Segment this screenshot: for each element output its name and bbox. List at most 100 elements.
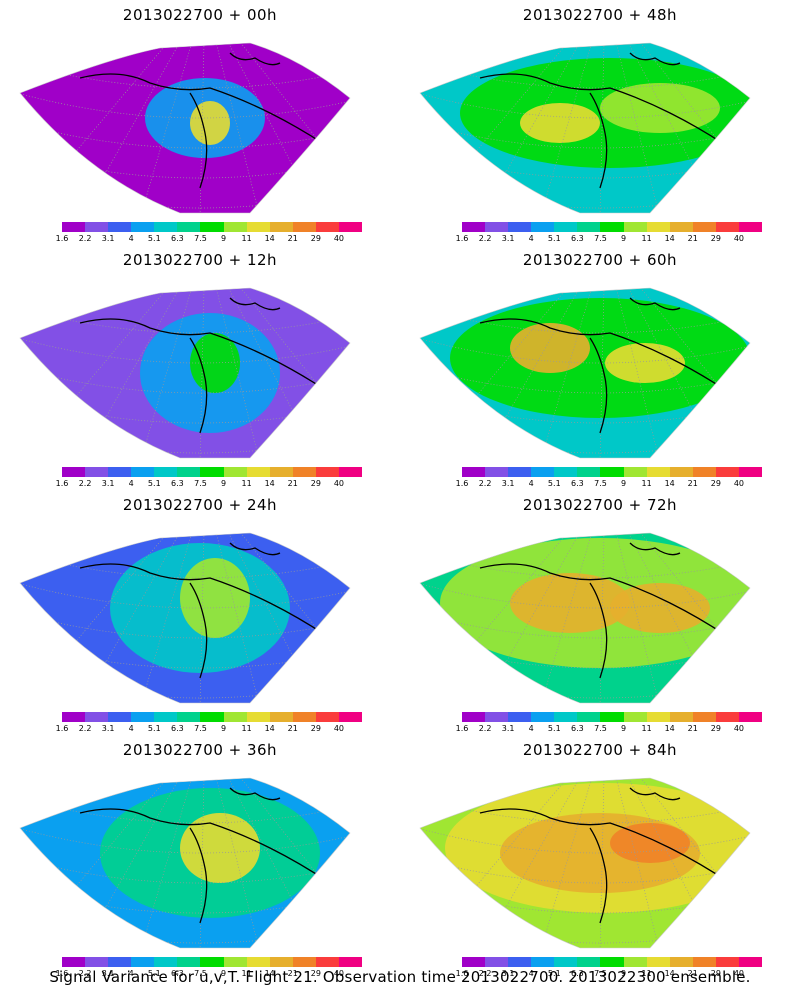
panel-title: 2013022700 + 72h — [522, 496, 678, 514]
forecast-panel: 2013022700 + 72h 1.6 2.2 3.1 4 5.1 6.3 7.5 9 11 14… — [400, 490, 800, 735]
colorbar-segment — [315, 222, 340, 232]
map-outline — [419, 287, 751, 459]
colorbar-tick-label: 29 — [310, 234, 321, 243]
colorbar-tick-label: 3.1 — [501, 234, 515, 243]
colorbar-tick-label: 9 — [220, 479, 227, 488]
colorbar-tick-label: 3.1 — [501, 724, 515, 733]
colorbar-tick-label: 5.1 — [547, 724, 561, 733]
colorbar-segment — [692, 222, 717, 232]
colorbar-tick-label: 14 — [264, 969, 275, 978]
colorbar-tick-label: 2.2 — [478, 724, 492, 733]
colorbar-segment — [200, 957, 225, 967]
graticule-line — [599, 288, 606, 458]
colorbar-tick-label: 11 — [241, 479, 252, 488]
colorbar-tick-label: 11 — [241, 234, 252, 243]
colorbar-tick-label: 4 — [128, 969, 134, 978]
colorbar-segment — [462, 467, 486, 477]
colorbar-segment — [131, 712, 155, 722]
colorbar-tick-label: 5.1 — [547, 234, 561, 243]
colorbar-segment — [715, 712, 740, 722]
variance-map — [419, 777, 751, 949]
colorbar-tick-label: 7.5 — [594, 479, 607, 488]
colorbar-tick-label: 3.1 — [501, 479, 515, 488]
colorbar-tick-label: 3.1 — [101, 234, 115, 243]
colorbar-tick-label: 7.5 — [194, 479, 207, 488]
variance-contour — [180, 813, 260, 883]
graticule-line — [539, 43, 606, 213]
panel-title: 2013022700 + 48h — [522, 6, 678, 24]
forecast-panel: 2013022700 + 12h 1.6 2.2 3.1 4 5.1 6.3 7.5 9 11 14… — [0, 245, 400, 490]
colorbar — [462, 712, 763, 722]
figure-caption: Signal Variance for u,v,T. Flight 21. Ob… — [49, 968, 751, 986]
graticule-line — [139, 778, 206, 948]
colorbar-segment — [554, 222, 578, 232]
colorbar-tick-label: 29 — [310, 724, 321, 733]
colorbar-tick-label: 6.3 — [171, 724, 184, 733]
forecast-panel: 2013022700 + 60h 1.6 2.2 3.1 4 5.1 6.3 7.5 9 11 14… — [400, 245, 800, 490]
colorbar-segment — [269, 957, 294, 967]
colorbar-tick-label: 5.1 — [147, 724, 161, 733]
colorbar-segment — [315, 467, 340, 477]
colorbar — [462, 467, 763, 477]
graticule-line — [199, 533, 206, 703]
panel-title: 2013022700 + 12h — [122, 251, 278, 269]
colorbar-segment — [85, 467, 109, 477]
colorbar-segment — [462, 957, 486, 967]
colorbar-segment — [531, 712, 555, 722]
colorbar-segment — [462, 712, 486, 722]
colorbar-tick-label: 9 — [620, 234, 627, 243]
colorbar-tick-label: 40 — [733, 969, 745, 978]
colorbar-tick-label: 2.2 — [78, 234, 92, 243]
colorbar-segment — [485, 222, 509, 232]
colorbar-segment — [600, 712, 625, 722]
colorbar-segment — [338, 712, 363, 722]
colorbar-segment — [177, 957, 201, 967]
colorbar-segment — [646, 222, 671, 232]
colorbar-tick-label: 14 — [664, 479, 675, 488]
panel-title: 2013022700 + 60h — [522, 251, 678, 269]
forecast-panel: 2013022700 + 48h 1.6 2.2 3.1 4 5.1 6.3 7.5 9 11 14… — [400, 0, 800, 245]
colorbar — [62, 222, 363, 232]
colorbar-tick-label: 29 — [710, 969, 721, 978]
colorbar-tick-label: 14 — [264, 724, 275, 733]
coastline — [479, 297, 731, 434]
colorbar-tick-label: 2.2 — [78, 724, 92, 733]
colorbar-tick-label: 7.5 — [594, 724, 607, 733]
colorbar-segment — [715, 467, 740, 477]
colorbar-segment — [131, 467, 155, 477]
map-outline — [419, 42, 751, 214]
colorbar-tick-label: 40 — [733, 724, 745, 733]
colorbar-tick-label: 21 — [287, 724, 298, 733]
colorbar-segment — [669, 222, 694, 232]
colorbar-segment — [508, 957, 532, 967]
colorbar-segment — [531, 467, 555, 477]
colorbar-tick-label: 29 — [310, 969, 321, 978]
colorbar-tick-label: 21 — [687, 969, 698, 978]
panel-title: 2013022700 + 36h — [122, 741, 278, 759]
graticule-line — [139, 288, 206, 458]
colorbar-tick-label: 7.5 — [594, 969, 607, 978]
colorbar-segment — [531, 957, 555, 967]
graticule-line — [599, 778, 606, 948]
colorbar-tick-label: 29 — [710, 724, 721, 733]
colorbar-tick-label: 14 — [664, 724, 675, 733]
graticule-line — [599, 43, 606, 213]
colorbar-segment — [692, 712, 717, 722]
colorbar-tick-label: 1.6 — [55, 724, 69, 733]
colorbar-segment — [669, 712, 694, 722]
forecast-panel: 2013022700 + 36h 1.6 2.2 3.1 4 5.1 6.3 7.5 9 11 14… — [0, 735, 400, 980]
colorbar-tick-label: 2.2 — [78, 479, 92, 488]
colorbar-tick-label: 2.2 — [478, 234, 492, 243]
colorbar-tick-label: 40 — [733, 234, 745, 243]
colorbar-segment — [600, 467, 625, 477]
colorbar-tick-label: 6.3 — [171, 969, 184, 978]
colorbar-tick-label: 5.1 — [547, 969, 561, 978]
variance-map — [419, 532, 751, 704]
colorbar-segment — [223, 222, 248, 232]
colorbar — [62, 957, 363, 967]
colorbar-segment — [738, 222, 763, 232]
colorbar-segment — [200, 712, 225, 722]
colorbar-tick-label: 6.3 — [571, 724, 584, 733]
variance-map — [19, 287, 351, 459]
panel-title: 2013022700 + 24h — [122, 496, 278, 514]
